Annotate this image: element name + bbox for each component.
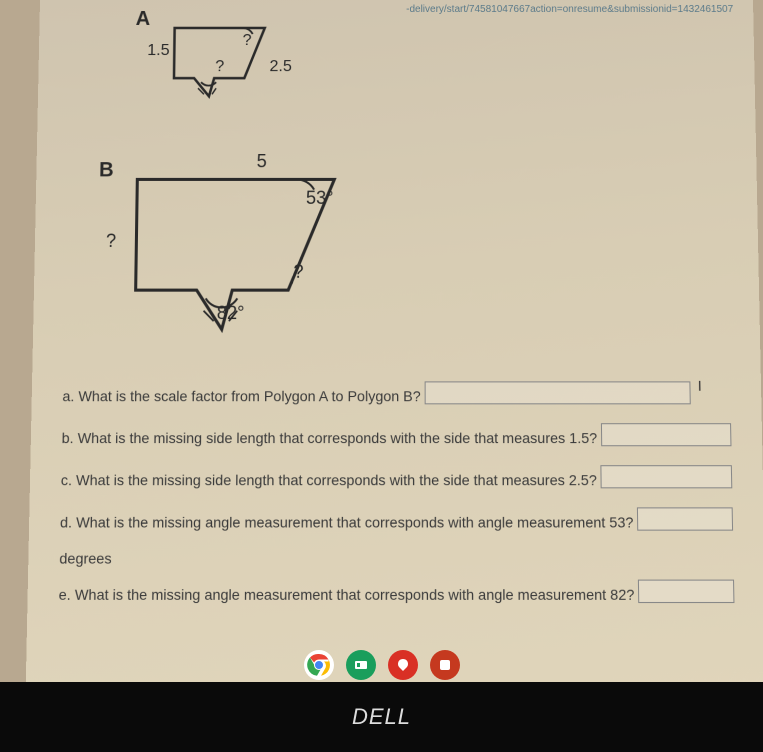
poly-a-right-side: 2.5: [269, 58, 291, 76]
laptop-bezel: DELL: [0, 682, 763, 752]
dell-logo: DELL: [352, 704, 411, 730]
polygon-a-label: A: [136, 8, 151, 31]
poly-b-right-side: ?: [293, 261, 303, 283]
poly-b-angle-topright: 53°: [306, 188, 334, 209]
figure-area: A 1.5 ? 2.5 ? B 5 53° ? ? 82°: [63, 8, 730, 375]
question-e-text: e. What is the missing angle measurement…: [59, 586, 635, 603]
question-c: c. What is the missing side length that …: [61, 465, 733, 488]
question-e: e. What is the missing angle measurement…: [59, 580, 735, 603]
question-d-text: d. What is the missing angle measurement…: [60, 514, 634, 531]
shelf-app-4[interactable]: [430, 650, 460, 680]
answer-box-e[interactable]: [638, 580, 734, 603]
poly-b-top-side: 5: [257, 151, 267, 172]
poly-b-left-side: ?: [106, 230, 117, 252]
poly-a-left-side: 1.5: [147, 42, 170, 60]
poly-b-angle-bottom: 82°: [217, 303, 245, 325]
text-cursor: I: [698, 377, 702, 394]
shelf-app-2[interactable]: [346, 650, 376, 680]
worksheet-page: -delivery/start/74581047667action=onresu…: [25, 0, 763, 706]
degrees-label: degrees: [59, 550, 734, 567]
chrome-shelf: [0, 650, 763, 680]
question-c-text: c. What is the missing side length that …: [61, 471, 597, 488]
chrome-icon[interactable]: [304, 650, 334, 680]
question-b-text: b. What is the missing side length that …: [62, 429, 598, 446]
answer-box-b[interactable]: [601, 423, 731, 446]
poly-a-angle-bottom: ?: [215, 58, 224, 76]
answer-box-d[interactable]: [637, 507, 733, 530]
question-a-text: a. What is the scale factor from Polygon…: [62, 388, 420, 405]
question-a: a. What is the scale factor from Polygon…: [62, 381, 730, 404]
answer-box-c[interactable]: [601, 465, 733, 488]
questions-block: a. What is the scale factor from Polygon…: [59, 375, 735, 603]
polygon-b-shape: [119, 157, 405, 373]
question-d: d. What is the missing angle measurement…: [60, 507, 733, 530]
polygon-b-label: B: [99, 159, 114, 182]
poly-a-angle-topright: ?: [243, 32, 252, 50]
polygon-a-shape: [153, 16, 305, 137]
question-b: b. What is the missing side length that …: [62, 423, 732, 446]
shelf-app-3[interactable]: [388, 650, 418, 680]
answer-box-a[interactable]: [425, 381, 691, 404]
